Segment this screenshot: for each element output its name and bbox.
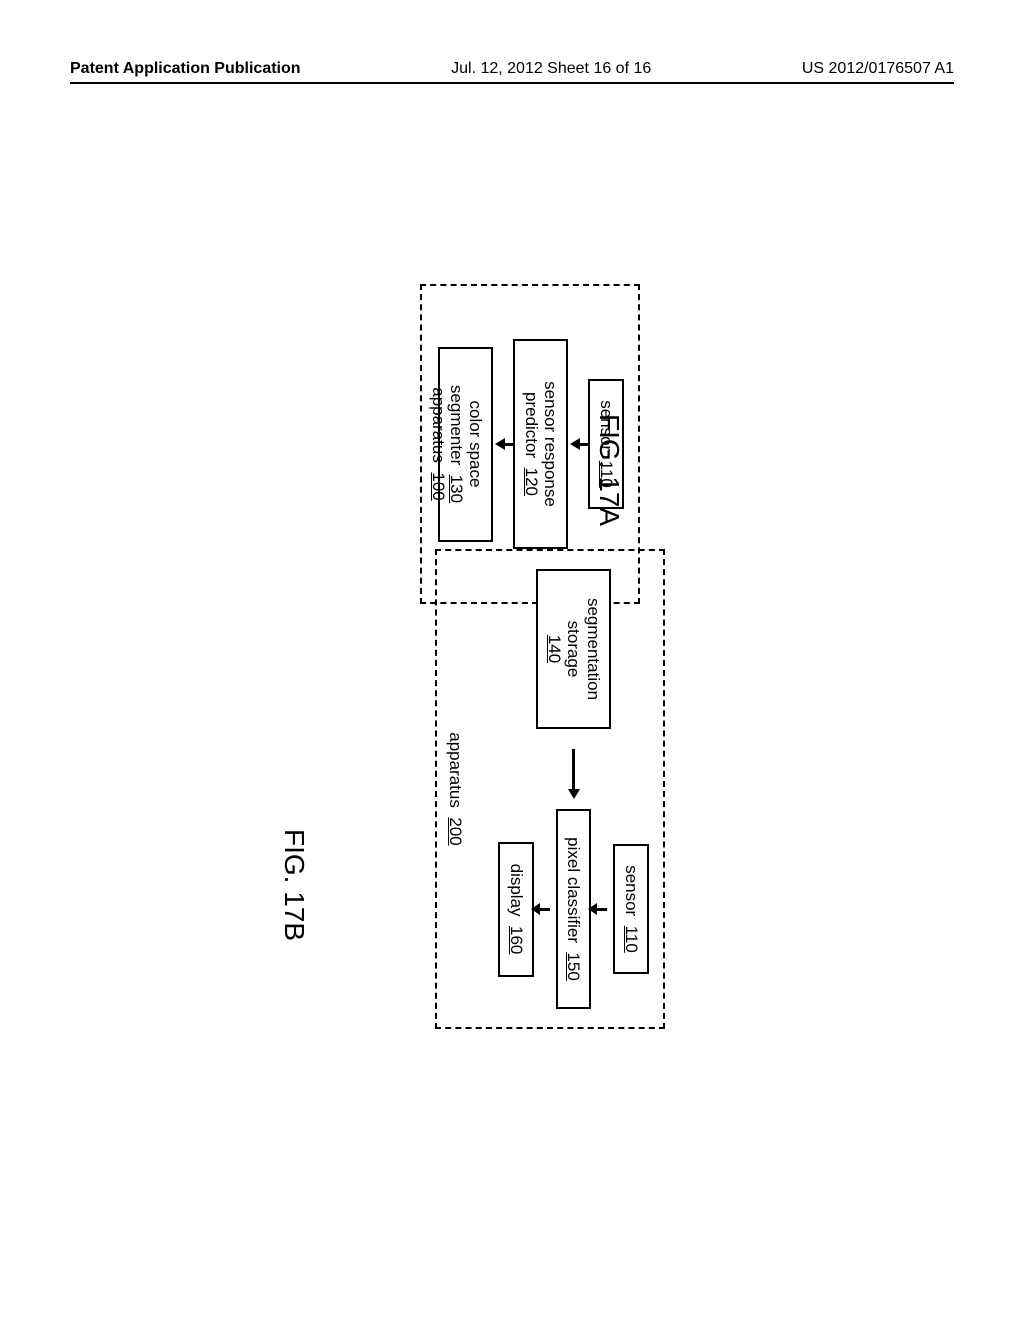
header-date-sheet: Jul. 12, 2012 Sheet 16 of 16 xyxy=(451,60,651,78)
arrow-segstore-to-pixclass xyxy=(572,749,575,789)
box-ref: 150 xyxy=(564,952,583,980)
page-header: Patent Application Publication Jul. 12, … xyxy=(70,60,954,84)
box-ref: 140 xyxy=(545,635,564,663)
patent-page: Patent Application Publication Jul. 12, … xyxy=(0,0,1024,1320)
header-pub-number: US 2012/0176507 A1 xyxy=(802,60,954,78)
right-column: sensor 110 pixel classifier 150 display … xyxy=(498,809,649,1009)
box-sensor-response-predictor-120: sensor responsepredictor 120 xyxy=(513,339,568,549)
figure-area: sensor 110 sensor responsepredictor 120 … xyxy=(70,84,954,1184)
box-ref: 110 xyxy=(622,926,641,953)
arrow-pixclass-to-display xyxy=(540,908,550,911)
fig-17b-caption: FIG. 17B xyxy=(278,829,310,941)
box-label: sensor xyxy=(622,865,641,916)
box-pixel-classifier-150: pixel classifier 150 xyxy=(556,809,592,1009)
box-segmentation-storage-140: segmentation storage 140 xyxy=(536,569,611,729)
box-ref: 130 xyxy=(447,475,466,503)
apparatus-ref: 100 xyxy=(429,472,448,500)
header-publication-type: Patent Application Publication xyxy=(70,60,301,78)
apparatus-label-text: apparatus xyxy=(446,732,465,808)
figure-17b: segmentation storage 140 sensor 110 xyxy=(435,549,665,1029)
box-label: pixel classifier xyxy=(564,837,583,943)
fig-17a-caption: FIG. 17A xyxy=(593,414,625,526)
box-display-160: display 160 xyxy=(498,842,534,977)
box-ref: 120 xyxy=(522,468,541,496)
apparatus-label-text: apparatus xyxy=(429,387,448,463)
apparatus-ref: 200 xyxy=(446,817,465,845)
box-label: segmentation storage xyxy=(564,598,603,700)
arrow-sensor-to-pixclass xyxy=(597,908,607,911)
apparatus-200-row: segmentation storage 140 sensor 110 xyxy=(498,569,649,1009)
box-sensor-110-b: sensor 110 xyxy=(613,844,649,974)
apparatus-200-label: apparatus 200 xyxy=(445,551,465,1027)
apparatus-200: segmentation storage 140 sensor 110 xyxy=(435,549,665,1029)
box-ref: 160 xyxy=(507,926,526,954)
box-label: display xyxy=(507,864,526,917)
